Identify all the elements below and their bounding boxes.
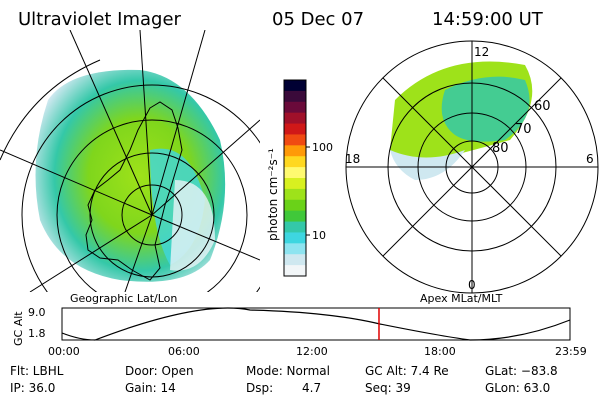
mlat-label-70: 70 xyxy=(515,122,532,137)
dsp-value: 4.7 xyxy=(302,381,322,395)
colorbar-stripe xyxy=(284,156,306,168)
time-tick-1200: 12:00 xyxy=(296,345,328,358)
glon-readout: GLon: 63.0 xyxy=(485,381,551,395)
door-readout: Door: Open xyxy=(125,364,194,378)
instrument-title: Ultraviolet Imager xyxy=(18,9,181,30)
mlt-label-0: 0 xyxy=(468,278,476,292)
right-map-caption: Apex MLat/MLT xyxy=(420,292,503,305)
time-tick-2359: 23:59 xyxy=(555,345,587,358)
colorbar-tick-10: 10 xyxy=(312,229,326,242)
ip-readout: IP: 36.0 xyxy=(10,381,56,395)
colorbar-stripe xyxy=(284,199,306,212)
seq-readout: Seq: 39 xyxy=(365,381,411,395)
time-tick-0000: 00:00 xyxy=(48,345,80,358)
mlt-label-18: 18 xyxy=(345,152,360,166)
time-tick-0600: 06:00 xyxy=(168,345,200,358)
mlat-label-80: 80 xyxy=(492,141,509,156)
colorbar-stripe xyxy=(284,178,306,190)
gc-alt-readout: GC Alt: 7.4 Re xyxy=(365,364,449,378)
gain-readout: Gain: 14 xyxy=(125,381,176,395)
colorbar-frame xyxy=(283,79,307,277)
coastline xyxy=(85,101,183,281)
colorbar-stripe xyxy=(284,254,306,266)
mlat-label-60: 60 xyxy=(534,99,551,114)
filter-readout: Flt: LBHL xyxy=(10,364,64,378)
aurora-fade-geo xyxy=(170,180,215,271)
colorbar-stripe xyxy=(284,112,306,125)
left-map-caption: Geographic Lat/Lon xyxy=(70,292,178,305)
altitude-frame xyxy=(61,307,571,341)
altitude-curve xyxy=(61,307,571,341)
colorbar-stripe xyxy=(284,80,306,92)
time-tick-1800: 18:00 xyxy=(424,345,456,358)
altitude-plot: GC Alt 9.0 1.8 xyxy=(12,306,571,346)
colorbar-stripe xyxy=(284,101,306,114)
colorbar-stripe xyxy=(284,221,306,233)
dsp-readout: Dsp: xyxy=(246,381,274,395)
altitude-ylabel: GC Alt xyxy=(12,311,25,346)
aurora-band-mlt xyxy=(441,76,530,142)
mlat-mlt-map: 12 18 6 0 60 70 80 xyxy=(345,40,599,294)
colorbar-tick-100: 100 xyxy=(312,141,333,154)
geo-grid xyxy=(0,30,260,292)
colorbar-unit: photon cm⁻²s⁻¹ xyxy=(266,148,280,241)
colorbar-stripe xyxy=(284,210,306,223)
mlt-label-6: 6 xyxy=(586,152,594,166)
colorbar-stripe xyxy=(284,134,306,146)
altitude-ytick-bottom: 1.8 xyxy=(28,327,46,340)
map-limb xyxy=(0,59,101,161)
mode-readout: Mode: Normal xyxy=(246,364,330,378)
date-label: 05 Dec 07 xyxy=(272,9,365,30)
time-label: 14:59:00 UT xyxy=(432,9,543,30)
colorbar-stripe xyxy=(284,243,306,255)
mlt-label-12: 12 xyxy=(474,45,489,59)
colorbar-stripe xyxy=(284,90,306,103)
altitude-ytick-top: 9.0 xyxy=(28,306,46,319)
aurora-fade-mlt xyxy=(390,150,465,180)
colorbar-stripe xyxy=(284,167,306,179)
colorbar-stripe xyxy=(284,232,306,244)
glat-readout: GLat: −83.8 xyxy=(485,364,558,378)
mlt-grid xyxy=(345,40,599,294)
geographic-map xyxy=(0,30,260,292)
colorbar-stripe xyxy=(284,123,306,135)
colorbar-stripe xyxy=(284,265,306,277)
colorbar-stripe xyxy=(284,145,306,157)
colorbar-stripe xyxy=(284,188,306,201)
colorbar: 100 10 photon cm⁻²s⁻¹ xyxy=(266,79,333,277)
